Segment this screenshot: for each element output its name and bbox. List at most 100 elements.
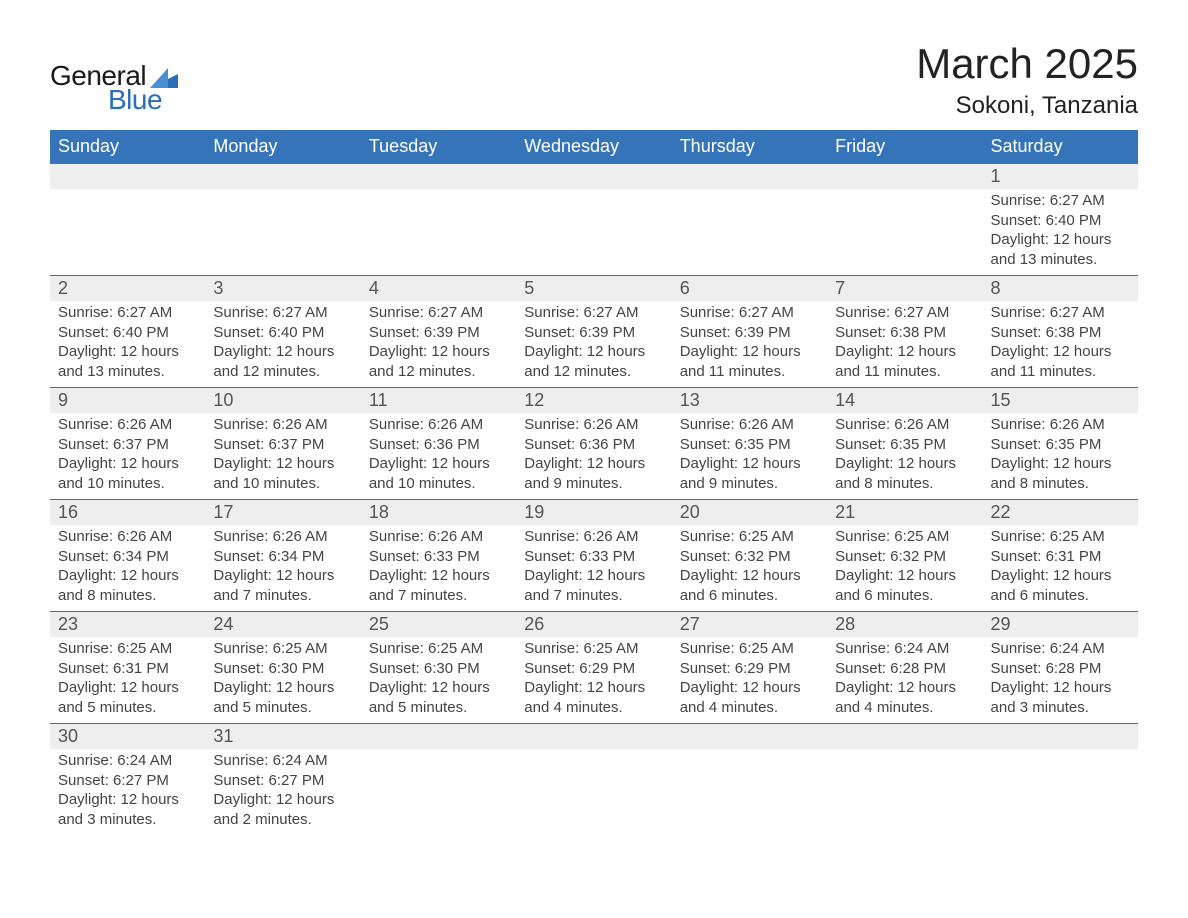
day-number-cell: 14 (827, 388, 982, 414)
weekday-header: Sunday (50, 130, 205, 164)
sunset-line: Sunset: 6:34 PM (213, 547, 352, 567)
daylight-line: Daylight: 12 hours and 8 minutes. (835, 454, 974, 493)
sunset-line: Sunset: 6:30 PM (213, 659, 352, 679)
sunrise-line: Sunrise: 6:25 AM (369, 639, 508, 659)
day-number-cell (827, 164, 982, 190)
sunrise-line: Sunrise: 6:26 AM (524, 527, 663, 547)
day-number-cell: 20 (672, 500, 827, 526)
sunset-line: Sunset: 6:38 PM (991, 323, 1130, 343)
daylight-line: Daylight: 12 hours and 9 minutes. (680, 454, 819, 493)
sunrise-line: Sunrise: 6:25 AM (835, 527, 974, 547)
sunset-line: Sunset: 6:27 PM (213, 771, 352, 791)
day-data-cell: Sunrise: 6:26 AMSunset: 6:34 PMDaylight:… (50, 525, 205, 612)
day-number-cell: 19 (516, 500, 671, 526)
day-number-cell: 4 (361, 276, 516, 302)
day-data-cell: Sunrise: 6:25 AMSunset: 6:32 PMDaylight:… (672, 525, 827, 612)
sunrise-line: Sunrise: 6:27 AM (835, 303, 974, 323)
day-data-cell (672, 749, 827, 835)
week-daydata-row: Sunrise: 6:26 AM Sunset: 6:37 PM Daylight:… (50, 413, 1138, 500)
day-data-cell: Sunrise: 6:24 AMSunset: 6:28 PMDaylight:… (983, 637, 1138, 724)
day-number-cell: 28 (827, 612, 982, 638)
sunrise-line: Sunrise: 6:27 AM (991, 191, 1130, 211)
sunrise-line: Sunrise: 6:26 AM (213, 527, 352, 547)
sunset-line: Sunset: 6:33 PM (524, 547, 663, 567)
daylight-line: Daylight: 12 hours and 6 minutes. (991, 566, 1130, 605)
sunset-line: Sunset: 6:36 PM (369, 435, 508, 455)
daylight-line: Daylight: 12 hours and 12 minutes. (213, 342, 352, 381)
day-number-cell (983, 724, 1138, 750)
title-block: March 2025 Sokoni, Tanzania (916, 40, 1138, 120)
day-number-cell: 16 (50, 500, 205, 526)
daylight-line: Daylight: 12 hours and 11 minutes. (680, 342, 819, 381)
day-number-cell: 18 (361, 500, 516, 526)
sunrise-line: Sunrise: 6:26 AM (369, 415, 508, 435)
day-data-cell: Sunrise: 6:25 AMSunset: 6:29 PMDaylight:… (672, 637, 827, 724)
weekday-header-row: SundayMondayTuesdayWednesdayThursdayFrid… (50, 130, 1138, 164)
daylight-line: Daylight: 12 hours and 5 minutes. (58, 678, 197, 717)
sunset-line: Sunset: 6:37 PM (213, 435, 352, 455)
weekday-header: Friday (827, 130, 982, 164)
sunrise-line: Sunrise: 6:25 AM (213, 639, 352, 659)
day-number-cell: 29 (983, 612, 1138, 638)
sunset-line: Sunset: 6:39 PM (369, 323, 508, 343)
day-data-cell (50, 189, 205, 276)
day-number-cell: 2 (50, 276, 205, 302)
sunrise-line: Sunrise: 6:25 AM (58, 639, 197, 659)
day-data-cell: Sunrise: 6:26 AMSunset: 6:33 PMDaylight:… (516, 525, 671, 612)
daylight-line: Daylight: 12 hours and 8 minutes. (58, 566, 197, 605)
week-daynum-row: 3031 (50, 724, 1138, 750)
day-number-cell (672, 164, 827, 190)
sunrise-line: Sunrise: 6:24 AM (58, 751, 197, 771)
day-data-cell: Sunrise: 6:27 AMSunset: 6:40 PMDaylight:… (50, 301, 205, 388)
day-data-cell: Sunrise: 6:24 AMSunset: 6:27 PMDaylight:… (50, 749, 205, 835)
day-data-cell: Sunrise: 6:25 AMSunset: 6:31 PMDaylight:… (50, 637, 205, 724)
day-data-cell (516, 189, 671, 276)
day-number-cell (361, 724, 516, 750)
day-data-cell: Sunrise: 6:27 AMSunset: 6:40 PMDaylight:… (205, 301, 360, 388)
day-data-cell: Sunrise: 6:25 AMSunset: 6:30 PMDaylight:… (361, 637, 516, 724)
day-data-cell (983, 749, 1138, 835)
sunset-line: Sunset: 6:31 PM (991, 547, 1130, 567)
day-number-cell (672, 724, 827, 750)
sunrise-line: Sunrise: 6:26 AM (58, 415, 197, 435)
day-data-cell: Sunrise: 6:27 AMSunset: 6:38 PMDaylight:… (827, 301, 982, 388)
day-data-cell (361, 189, 516, 276)
day-data-cell: Sunrise: 6:25 AMSunset: 6:31 PMDaylight:… (983, 525, 1138, 612)
sunrise-line: Sunrise: 6:25 AM (680, 639, 819, 659)
day-data-cell: Sunrise: 6:26 AMSunset: 6:35 PMDaylight:… (983, 413, 1138, 500)
sunrise-line: Sunrise: 6:26 AM (680, 415, 819, 435)
day-number-cell: 9 (50, 388, 205, 414)
sunrise-line: Sunrise: 6:26 AM (524, 415, 663, 435)
day-number-cell: 12 (516, 388, 671, 414)
sunrise-line: Sunrise: 6:27 AM (680, 303, 819, 323)
week-daydata-row: Sunrise: 6:27 AMSunset: 6:40 PMDaylight:… (50, 301, 1138, 388)
day-number-cell: 21 (827, 500, 982, 526)
sunset-line: Sunset: 6:33 PM (369, 547, 508, 567)
sunrise-line: Sunrise: 6:27 AM (213, 303, 352, 323)
day-data-cell (827, 749, 982, 835)
daylight-line: Daylight: 12 hours and 3 minutes. (58, 790, 197, 829)
week-daydata-row: Sunrise: 6:27 AMSunset: 6:40 PMDaylight:… (50, 189, 1138, 276)
sunset-line: Sunset: 6:36 PM (524, 435, 663, 455)
daylight-line: Daylight: 12 hours and 12 minutes. (524, 342, 663, 381)
daylight-line: Daylight: 12 hours and 6 minutes. (680, 566, 819, 605)
daylight-line: Daylight: 12 hours and 11 minutes. (835, 342, 974, 381)
calendar-table: SundayMondayTuesdayWednesdayThursdayFrid… (50, 130, 1138, 835)
day-data-cell: Sunrise: 6:26 AMSunset: 6:35 PMDaylight:… (827, 413, 982, 500)
day-data-cell (205, 189, 360, 276)
sunrise-line: Sunrise: 6:25 AM (991, 527, 1130, 547)
sunrise-line: Sunrise: 6:26 AM (835, 415, 974, 435)
sunset-line: Sunset: 6:31 PM (58, 659, 197, 679)
day-data-cell: Sunrise: 6:26 AMSunset: 6:35 PMDaylight:… (672, 413, 827, 500)
header: General Blue March 2025 Sokoni, Tanzania (50, 40, 1138, 120)
day-data-cell: Sunrise: 6:25 AMSunset: 6:32 PMDaylight:… (827, 525, 982, 612)
day-data-cell: Sunrise: 6:26 AMSunset: 6:36 PMDaylight:… (516, 413, 671, 500)
day-number-cell: 27 (672, 612, 827, 638)
sunset-line: Sunset: 6:28 PM (835, 659, 974, 679)
sunrise-line: Sunrise: 6:26 AM (991, 415, 1130, 435)
day-data-cell: Sunrise: 6:24 AMSunset: 6:28 PMDaylight:… (827, 637, 982, 724)
day-number-cell: 23 (50, 612, 205, 638)
sunset-line: Sunset: 6:40 PM (213, 323, 352, 343)
sunrise-line: Sunrise: 6:26 AM (58, 527, 197, 547)
day-data-cell (827, 189, 982, 276)
